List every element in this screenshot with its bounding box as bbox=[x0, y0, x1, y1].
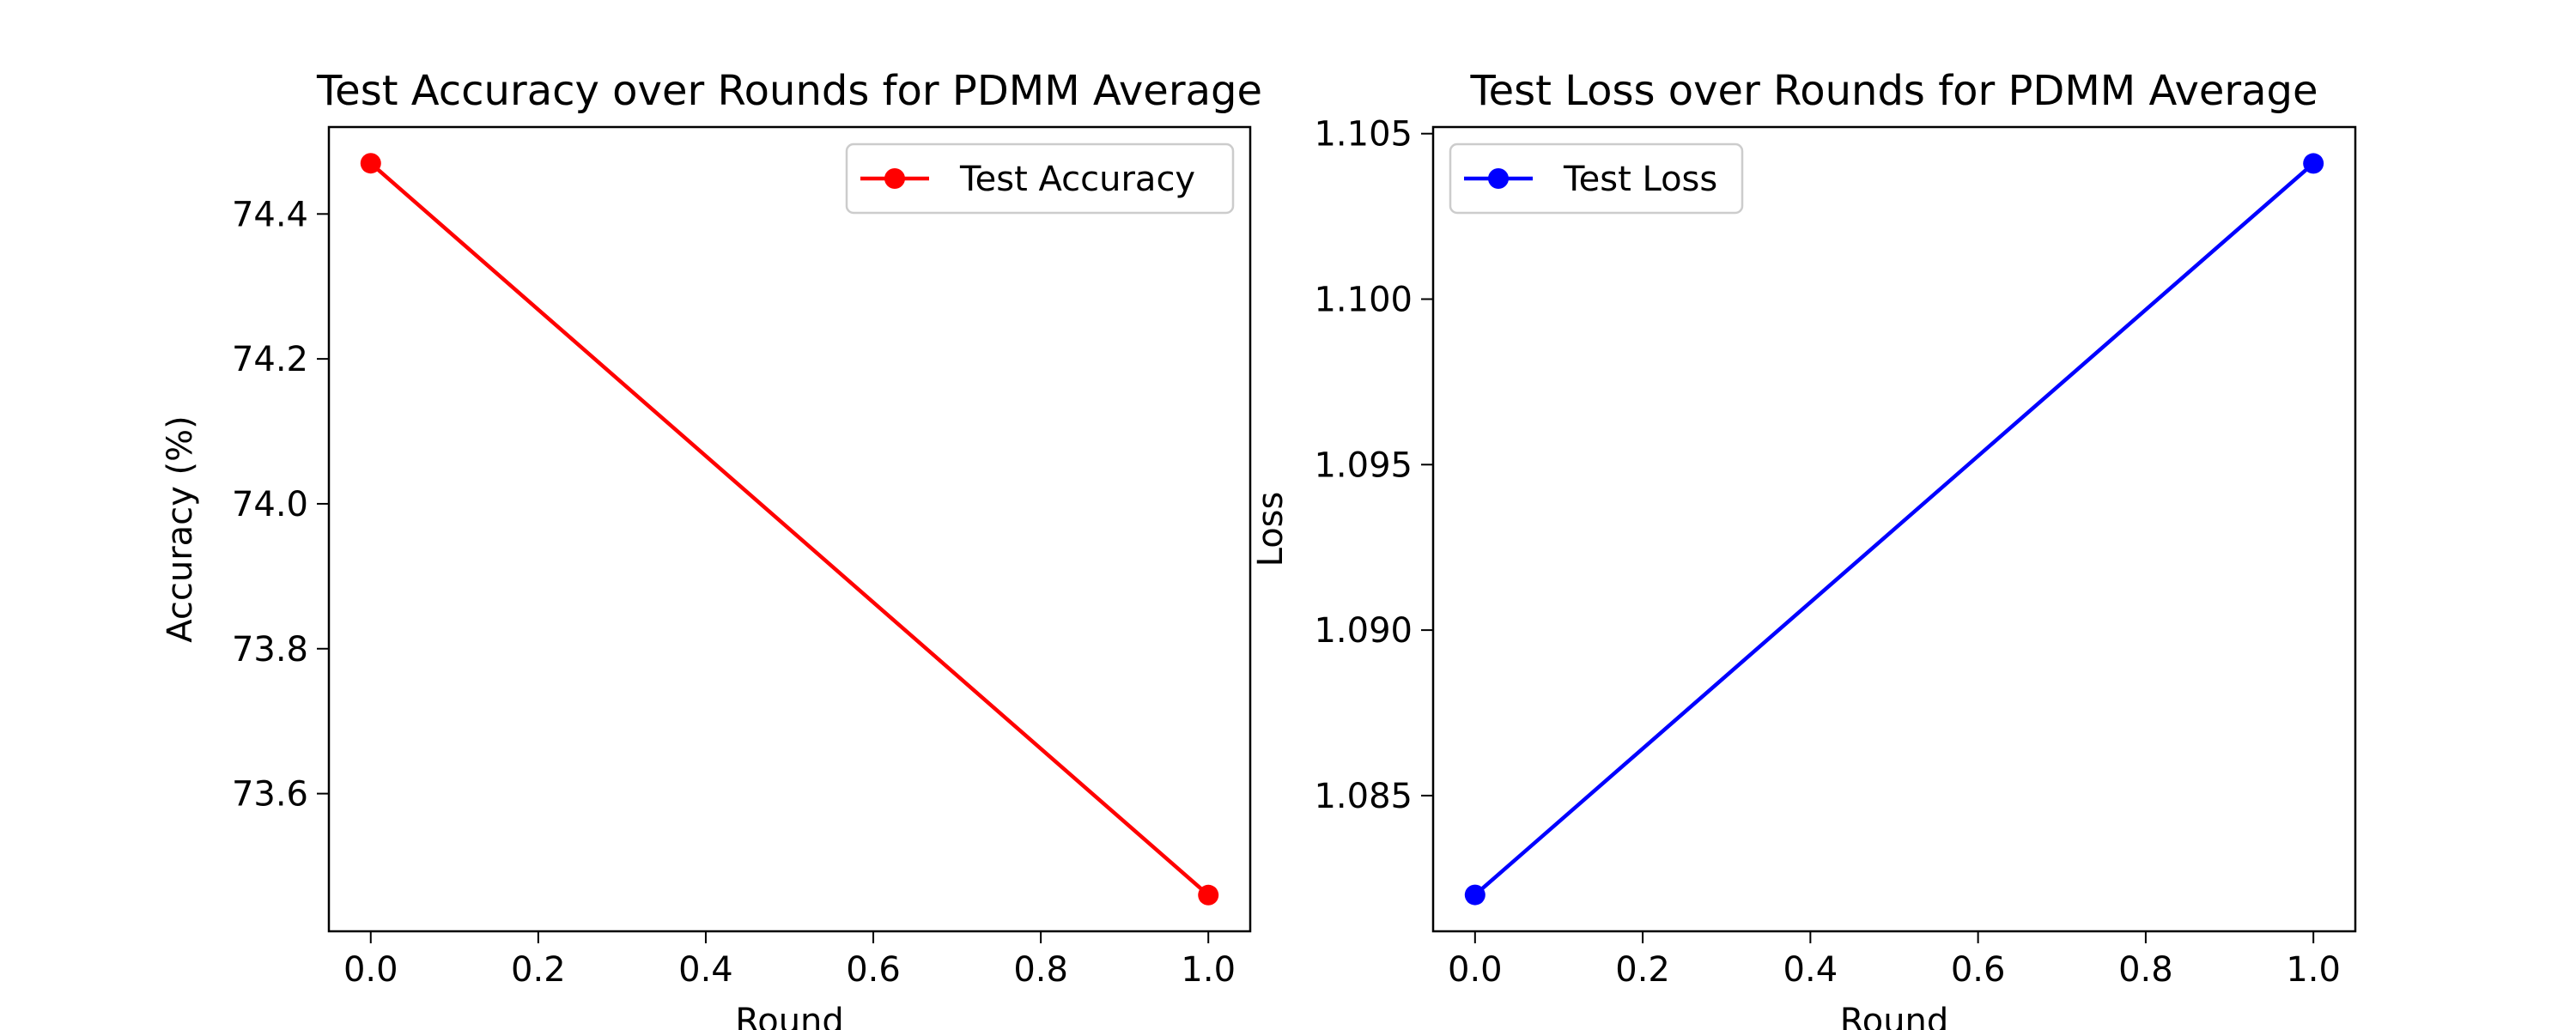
y-tick-label: 73.8 bbox=[232, 630, 308, 670]
legend-frame bbox=[845, 142, 1235, 215]
y-tick-label: 73.6 bbox=[232, 775, 308, 815]
x-tick-label: 0.2 bbox=[1615, 950, 1670, 990]
loss-chart: Test Loss over Rounds for PDMM Average 0.… bbox=[1251, 67, 2357, 1030]
x-axis-label: Round bbox=[735, 1002, 844, 1030]
x-tick-label: 0.4 bbox=[678, 950, 733, 990]
x-tick-label: 1.0 bbox=[1181, 950, 1236, 990]
x-tick-label: 0.0 bbox=[1448, 950, 1503, 990]
x-tick-label: 0.8 bbox=[1013, 950, 1068, 990]
chart-title: Test Accuracy over Rounds for PDMM Avera… bbox=[316, 67, 1262, 115]
y-axis-label: Loss bbox=[1251, 492, 1291, 567]
y-tick-label: 1.105 bbox=[1314, 115, 1413, 154]
accuracy-chart: Test Accuracy over Rounds for PDMM Avera… bbox=[161, 67, 1262, 1030]
legend: Test Accuracy bbox=[845, 142, 1235, 215]
x-tick-label: 0.0 bbox=[343, 950, 398, 990]
legend-marker bbox=[1488, 168, 1509, 189]
x-tick-label: 0.2 bbox=[511, 950, 566, 990]
data-point bbox=[1198, 884, 1219, 906]
x-tick-label: 1.0 bbox=[2286, 950, 2341, 990]
y-tick-label: 1.090 bbox=[1314, 611, 1413, 651]
data-point bbox=[1464, 884, 1485, 906]
y-tick-label: 1.100 bbox=[1314, 281, 1413, 320]
legend-label: Test Accuracy bbox=[959, 160, 1195, 199]
data-point bbox=[2303, 153, 2324, 174]
data-point bbox=[360, 153, 381, 174]
series-line bbox=[1473, 161, 2315, 897]
legend-marker bbox=[884, 168, 905, 189]
plot-frame bbox=[327, 125, 1252, 933]
x-tick-label: 0.6 bbox=[1951, 950, 2006, 990]
y-tick-label: 74.2 bbox=[232, 340, 308, 379]
legend-label: Test Loss bbox=[1563, 160, 1717, 199]
y-tick-label: 1.095 bbox=[1314, 445, 1413, 485]
plot-frame bbox=[1431, 125, 2357, 933]
legend: Test Loss bbox=[1449, 142, 1744, 215]
y-axis-label: Accuracy (%) bbox=[161, 415, 200, 643]
y-tick-label: 74.0 bbox=[232, 485, 308, 524]
x-tick-label: 0.8 bbox=[2118, 950, 2173, 990]
x-tick-label: 0.4 bbox=[1783, 950, 1838, 990]
series-line bbox=[369, 161, 1210, 897]
y-tick-label: 74.4 bbox=[232, 195, 308, 234]
legend-frame bbox=[1449, 142, 1744, 215]
chart-title: Test Loss over Rounds for PDMM Average bbox=[1469, 67, 2318, 115]
x-tick-label: 0.6 bbox=[846, 950, 901, 990]
y-tick-label: 1.085 bbox=[1314, 777, 1413, 816]
x-axis-label: Round bbox=[1840, 1002, 1949, 1030]
